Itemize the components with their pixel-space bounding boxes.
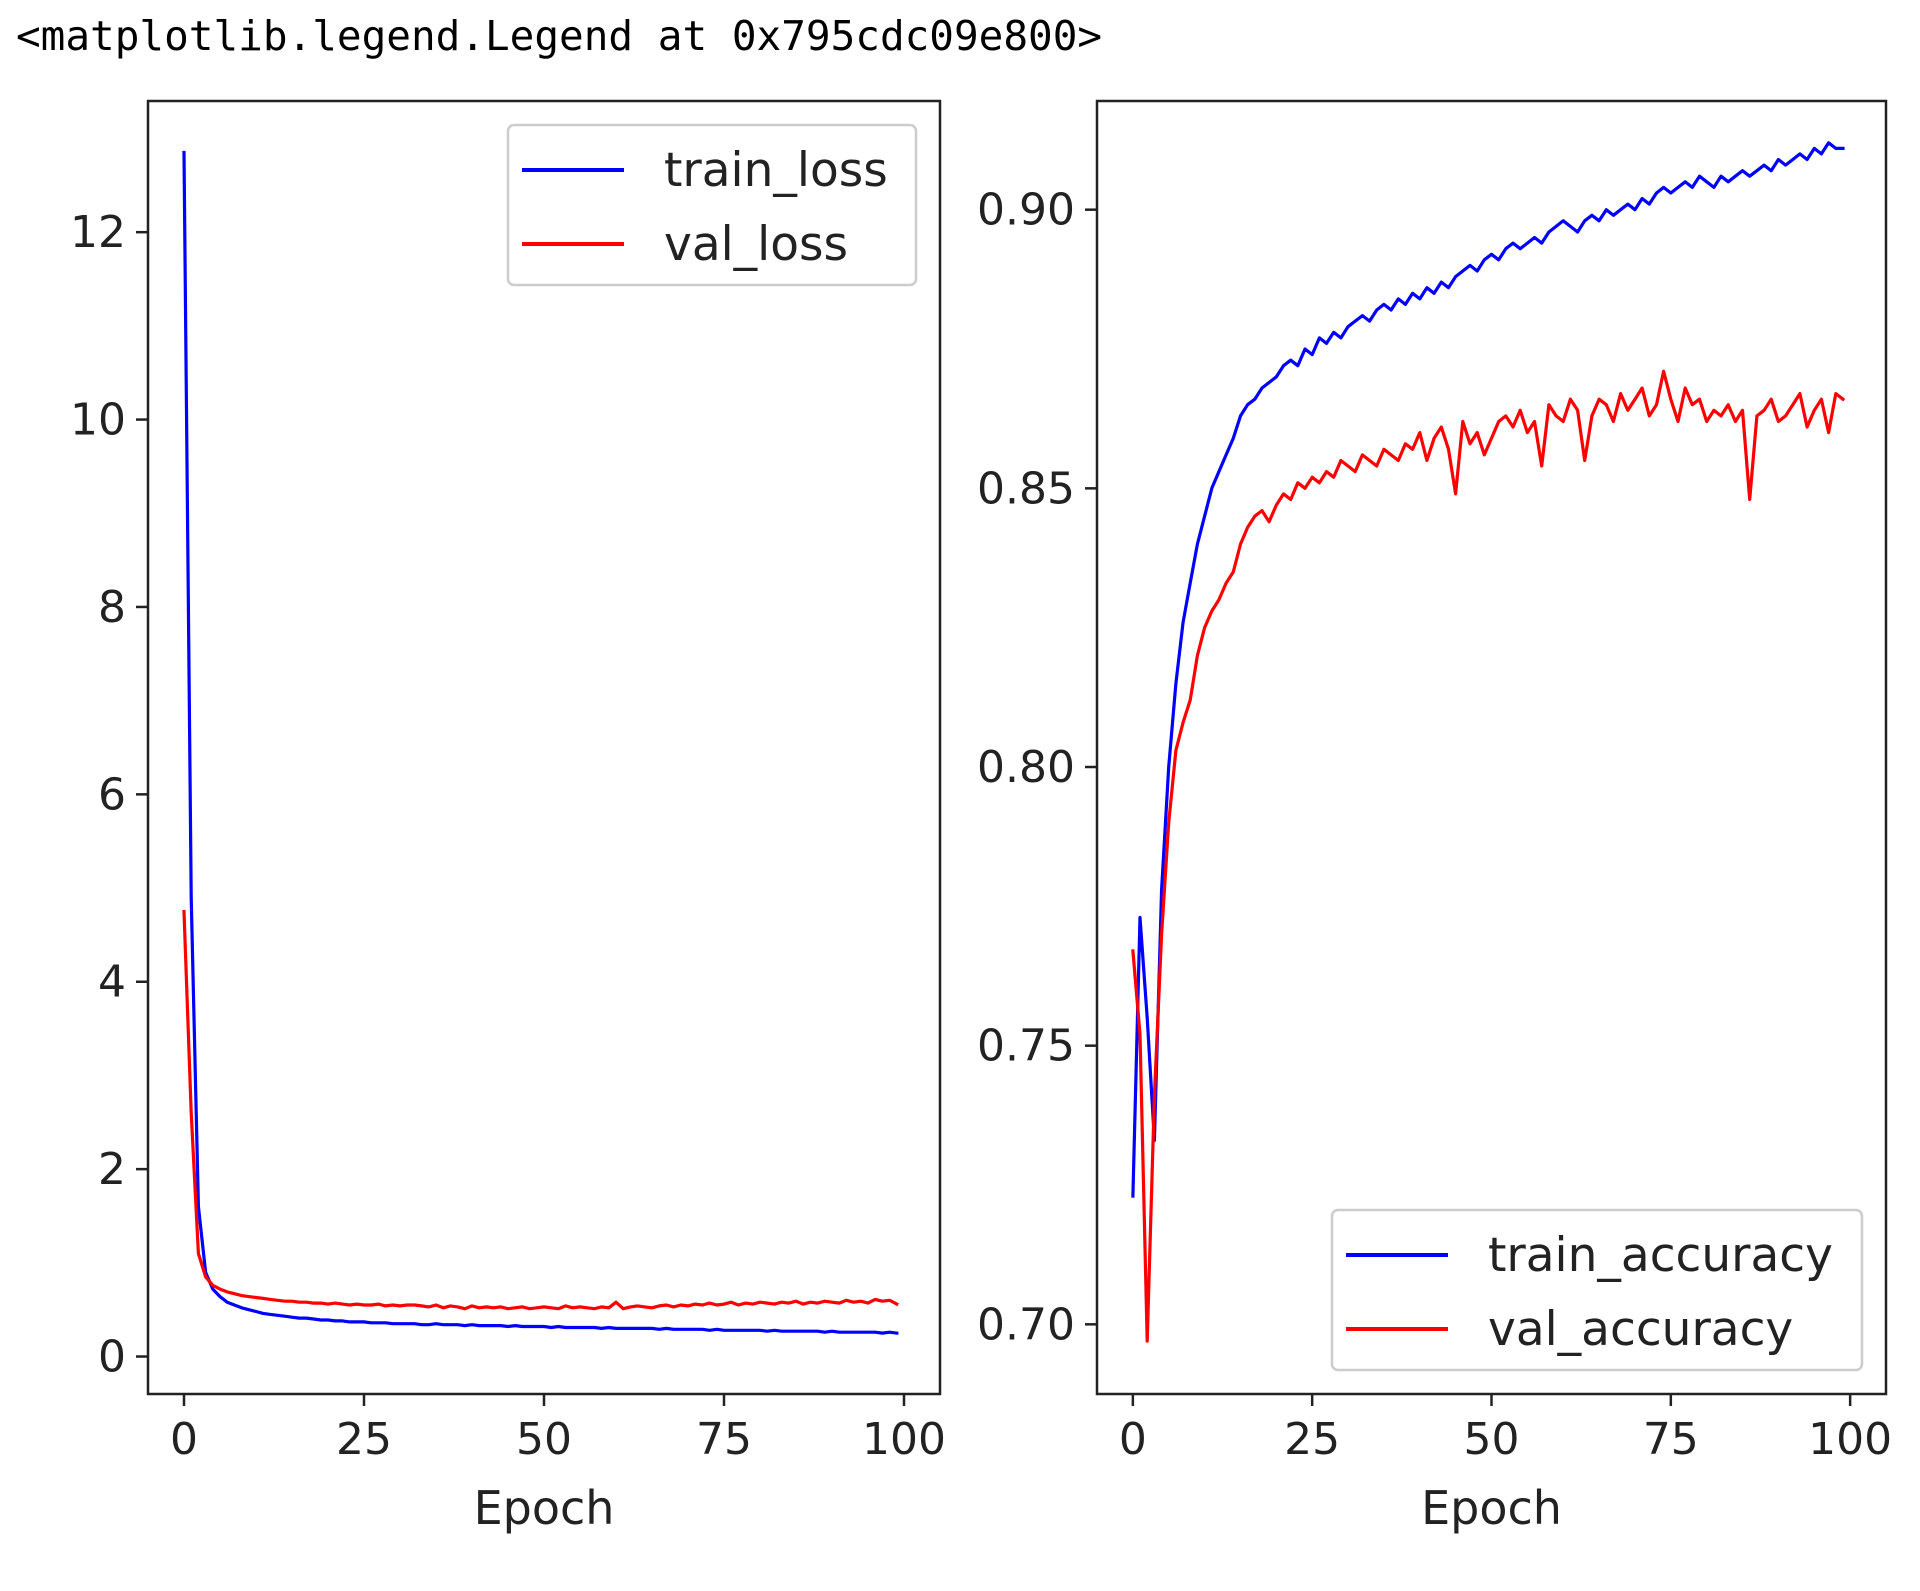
accuracy-x-tick-label: 50 — [1464, 1414, 1520, 1465]
accuracy-y-tick-label: 0.70 — [977, 1299, 1075, 1350]
loss-y-tick-label: 8 — [98, 582, 126, 633]
loss-x-tick-label: 50 — [516, 1414, 572, 1465]
loss-x-axis-label: Epoch — [474, 1481, 615, 1535]
accuracy-x-tick-label: 100 — [1808, 1414, 1892, 1465]
loss-legend-label-train-loss: train_loss — [664, 143, 888, 198]
accuracy-y-tick-label: 0.80 — [977, 742, 1075, 793]
accuracy-x-tick-label: 0 — [1119, 1414, 1147, 1465]
loss-legend: train_loss val_loss — [506, 123, 918, 287]
cell-output-text: <matplotlib.legend.Legend at 0x795cdc09e… — [16, 12, 1103, 60]
accuracy-legend-label-val-accuracy: val_accuracy — [1488, 1302, 1793, 1357]
loss-y-tick-label: 4 — [98, 957, 126, 1008]
loss-x-tick-label: 0 — [170, 1414, 198, 1465]
accuracy-x-tick-label: 25 — [1284, 1414, 1340, 1465]
accuracy-legend: train_accuracy val_accuracy — [1330, 1208, 1864, 1372]
loss-legend-label-val-loss: val_loss — [664, 217, 848, 272]
accuracy-y-tick-label: 0.75 — [977, 1021, 1075, 1072]
loss-series-line-val-loss — [182, 909, 899, 1311]
accuracy-legend-box — [1330, 1208, 1864, 1372]
loss-series-line-train-loss — [182, 150, 899, 1335]
loss-x-tick-label: 100 — [862, 1414, 946, 1465]
loss-axes-frame — [146, 99, 942, 1396]
loss-x-tick-label: 25 — [336, 1414, 392, 1465]
loss-y-tick-label: 0 — [98, 1332, 126, 1383]
loss-y-tick-label: 6 — [98, 769, 126, 820]
accuracy-x-tick-label: 75 — [1643, 1414, 1699, 1465]
accuracy-y-tick-label: 0.90 — [977, 185, 1075, 236]
accuracy-y-tick-label: 0.85 — [977, 463, 1075, 514]
accuracy-series-line-train-accuracy — [1131, 141, 1845, 1198]
loss-x-tick-label: 75 — [696, 1414, 752, 1465]
accuracy-legend-label-train-accuracy: train_accuracy — [1488, 1228, 1833, 1283]
accuracy-panel: 0 25 50 75 100 0.70 0.75 0.80 0.85 0.90 Epoch train… — [977, 99, 1892, 1535]
accuracy-series-line-val-accuracy — [1131, 369, 1846, 1343]
accuracy-x-axis-label: Epoch — [1421, 1481, 1562, 1535]
loss-y-tick-label: 12 — [70, 207, 126, 258]
loss-y-tick-label: 10 — [70, 395, 126, 446]
accuracy-axes-frame — [1095, 99, 1888, 1396]
loss-panel: 0 25 50 75 100 0 2 4 6 8 10 12 Epoch train_loss val_lo… — [70, 99, 946, 1535]
loss-y-tick-label: 2 — [98, 1144, 126, 1195]
